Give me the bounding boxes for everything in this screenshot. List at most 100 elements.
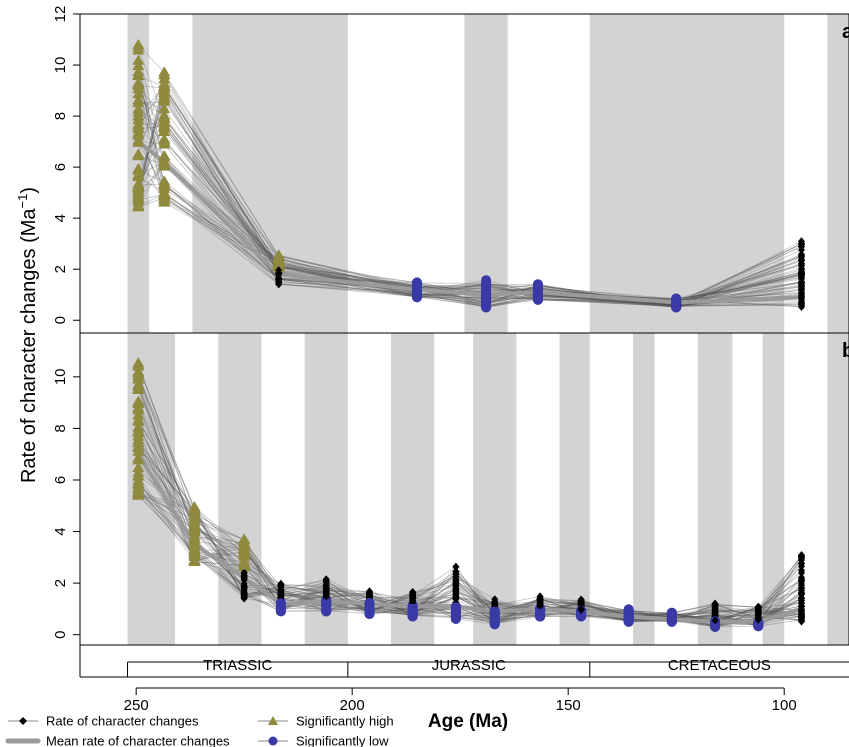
x-tick-label-150: 150 <box>556 697 581 714</box>
marker-b-2-56 <box>240 582 248 591</box>
marker-a-7-55 <box>797 245 805 254</box>
marker-a-1-42 <box>158 112 171 123</box>
trajectory-line-28 <box>138 472 802 619</box>
marker-b-0-35 <box>132 415 145 426</box>
legend-symbol-0 <box>19 717 27 725</box>
trajectory-line-34 <box>137 378 802 627</box>
marker-b-0-59 <box>132 487 145 498</box>
marker-b-0-50 <box>132 426 145 437</box>
trajectory-line-50 <box>137 60 802 300</box>
marker-a-3-59 <box>411 290 422 301</box>
y-tick-label-6: 6 <box>52 163 69 171</box>
legend-symbol-3 <box>268 736 278 746</box>
marker-a-0-27 <box>132 44 145 55</box>
trajectory-line-5 <box>137 371 802 623</box>
legend-label-3: Significantly low <box>296 734 389 747</box>
marker-a-6-59 <box>671 297 682 308</box>
marker-b-1-59 <box>188 513 201 524</box>
marker-a-1-56 <box>158 68 171 79</box>
marker-a-0-51 <box>132 188 145 199</box>
stage-band-3 <box>589 14 785 333</box>
trajectory-line-47 <box>137 90 802 308</box>
marker-b-15-56 <box>797 566 805 575</box>
trajectory-line-17 <box>138 170 802 306</box>
marker-a-0-31 <box>132 110 145 121</box>
marker-b-0-38 <box>132 409 145 420</box>
marker-b-7-55 <box>452 562 460 571</box>
legend-label-2: Mean rate of character changes <box>46 734 230 747</box>
marker-b-6-58 <box>407 603 418 614</box>
marker-b-8-52 <box>491 597 499 606</box>
stage-band-7 <box>697 333 733 645</box>
marker-a-0-59 <box>132 120 145 131</box>
marker-b-8-59 <box>489 614 500 625</box>
marker-b-0-56 <box>132 379 145 390</box>
marker-b-1-58 <box>188 550 201 561</box>
legend-label-1: Significantly high <box>296 714 394 729</box>
marker-b-9-50 <box>536 595 544 604</box>
marker-a-0-37 <box>132 38 145 49</box>
marker-a-1-58 <box>158 158 171 169</box>
marker-a-1-47 <box>158 85 171 96</box>
legend: Rate of character changes Significantly h… <box>5 714 394 747</box>
trajectory-line-10 <box>138 194 802 308</box>
marker-a-1-53 <box>158 177 171 188</box>
marker-a-0-29 <box>132 94 145 105</box>
marker-a-0-55 <box>132 88 145 99</box>
y-axis-label: Rate of character changes (Ma−1) <box>15 187 40 483</box>
trajectory-line-44 <box>137 132 802 308</box>
panel-letter-a: a <box>842 21 849 43</box>
panel-b: 0 2 4 6 8 10 b <box>52 332 849 646</box>
marker-b-14-58 <box>754 615 762 624</box>
marker-b-4-59 <box>321 603 332 614</box>
marker-b-7-50 <box>452 575 460 584</box>
y-axis-label-suffix: ) <box>18 187 40 194</box>
marker-a-1-59 <box>158 149 171 160</box>
stage-band-6 <box>632 333 655 645</box>
y-tick-label-0: 0 <box>52 316 69 324</box>
trajectory-line-51 <box>137 139 802 307</box>
y-tick-label-0: 0 <box>52 631 69 639</box>
marker-a-0-58 <box>132 150 145 161</box>
marker-b-6-59 <box>407 610 418 621</box>
marker-a-7-58 <box>797 273 805 282</box>
trajectory-line-13 <box>137 384 802 616</box>
y-tick-label-4: 4 <box>52 527 69 535</box>
trajectory-line-58 <box>137 480 802 625</box>
marker-a-0-46 <box>132 128 145 139</box>
y-tick-label-8: 8 <box>52 424 69 432</box>
marker-b-10-56 <box>576 608 587 619</box>
marker-b-0-51 <box>132 482 145 493</box>
period-label-cretaceous: CRETACEOUS <box>668 657 771 674</box>
marker-b-0-40 <box>132 436 145 447</box>
legend-item-2: Mean rate of character changes <box>5 734 230 747</box>
trajectory-line-22 <box>137 374 802 615</box>
marker-b-2-57 <box>240 573 248 582</box>
trajectory-line-34 <box>137 66 802 302</box>
marker-b-2-58 <box>238 545 251 556</box>
trajectory-line-30 <box>137 84 802 308</box>
marker-b-5-59 <box>364 603 375 614</box>
trajectory-line-32 <box>137 432 802 627</box>
trajectory-line-50 <box>137 432 802 624</box>
marker-a-4-59 <box>481 299 492 310</box>
marker-b-6-54 <box>409 591 417 600</box>
trajectory-line-23 <box>137 98 802 307</box>
legend-item-0: Rate of character changes <box>8 714 199 729</box>
trajectory-line-0 <box>138 493 802 625</box>
stage-band-4 <box>473 333 517 645</box>
y-tick-label-6: 6 <box>52 476 69 484</box>
marker-a-0-28 <box>132 171 145 182</box>
panel-letter-b: b <box>842 340 849 362</box>
marker-a-5-59 <box>532 287 543 298</box>
marker-a-1-51 <box>158 134 171 145</box>
y-tick-label-2: 2 <box>52 265 69 273</box>
x-tick-label-100: 100 <box>772 697 797 714</box>
trajectory-line-30 <box>137 430 802 628</box>
marker-b-0-55 <box>132 445 145 456</box>
marker-a-0-53 <box>132 70 145 81</box>
trajectory-line-7 <box>137 156 802 307</box>
marker-b-15-54 <box>797 577 805 586</box>
marker-b-0-57 <box>132 398 145 409</box>
marker-b-7-57 <box>452 585 460 594</box>
